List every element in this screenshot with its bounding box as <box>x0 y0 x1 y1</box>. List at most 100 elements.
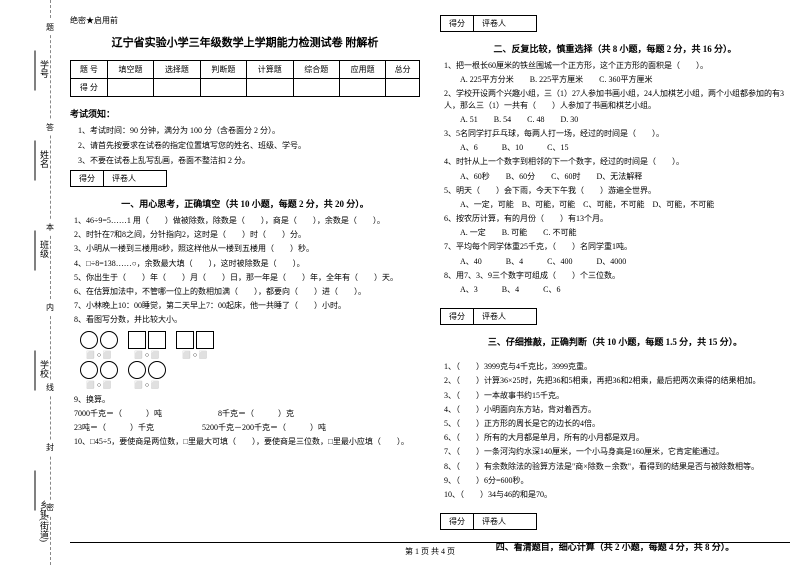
question-options: A、60秒 B、60分 C、60时 D、无法解释 <box>440 171 790 182</box>
grader-label: 评卷人 <box>474 16 536 31</box>
td <box>339 79 385 97</box>
th: 应用题 <box>339 61 385 79</box>
question: 9、换算。 <box>70 394 420 405</box>
th: 计算题 <box>247 61 293 79</box>
td <box>107 79 153 97</box>
question: 1、46÷9=5……1 用（ ）做被除数，除数是（ ），商是（ ），余数是（ ）… <box>70 215 420 226</box>
circle-icon <box>128 361 146 379</box>
th: 选择题 <box>154 61 200 79</box>
question: 3、5名同学打乒乓球，每两人打一场，经过的时间是（ ）。 <box>440 128 790 139</box>
bracket: ⬜ ○ ⬜ <box>134 351 159 359</box>
question: 5、你出生于（ ）年（ ）月（ ）日，那一年是（ ）年，全年有（ ）天。 <box>70 272 420 283</box>
section-header: 得分 评卷人 <box>440 308 537 325</box>
th: 题 号 <box>71 61 108 79</box>
td <box>293 79 339 97</box>
question: 6、（ ）所有的大月都是单月，所有的小月都是双月。 <box>440 432 790 443</box>
td <box>386 79 420 97</box>
td <box>247 79 293 97</box>
dash-label: 内 <box>46 300 54 315</box>
question: 8、看图写分数，并比较大小。 <box>70 314 420 325</box>
question: 3、（ ）一本故事书约15千克。 <box>440 390 790 401</box>
th: 判断题 <box>200 61 246 79</box>
question: 4、□÷8=138……○，余数最大填（ ），这时被除数是（ ）。 <box>70 258 420 269</box>
question: 10、□45÷5，要使商是两位数，□里最大可填（ ），要使商是三位数，□里最小应… <box>70 436 420 447</box>
square-icon <box>196 331 214 349</box>
binding-margin: 学号 姓名 班级 学校 乡镇(街道) <box>20 0 60 565</box>
score-label: 得分 <box>441 309 474 324</box>
td <box>154 79 200 97</box>
question: 2、学校开设两个兴趣小组，三（1）27人参加书画小组，24人加棋艺小组，两个小组… <box>440 88 790 110</box>
left-column: 绝密★启用前 辽宁省实验小学三年级数学上学期能力检测试卷 附解析 题 号 填空题… <box>70 15 420 558</box>
th: 综合题 <box>293 61 339 79</box>
blank-line <box>35 51 36 91</box>
score-table: 题 号 填空题 选择题 判断题 计算题 综合题 应用题 总分 得 分 <box>70 60 420 97</box>
question: 2、时针在7和8之间，分针指向2，这时是（ ）时（ ）分。 <box>70 229 420 240</box>
table-row: 得 分 <box>71 79 420 97</box>
question-options: A、3 B、4 C、6 <box>440 284 790 295</box>
question: 2、（ ）计算36×25时，先把36和5相乘，再把36和2相乘，最后把两次乘得的… <box>440 375 790 386</box>
question-options: A、一定，可能 B、可能，可能 C、可能，不可能 D、可能，不可能 <box>440 199 790 210</box>
question: 4、（ ）小明面向东方站，背对着西方。 <box>440 404 790 415</box>
td <box>200 79 246 97</box>
shape-group: ⬜ ○ ⬜ ⬜ ○ ⬜ <box>128 331 166 389</box>
question-options: A. 51 B. 54 C. 48 D. 30 <box>440 114 790 125</box>
question-sub: 23吨＝（ ）千克 5200千克－200千克＝（ ）吨 <box>70 422 420 433</box>
question: 6、在估算加法中，不管哪一位上的数相加满（ ），都要向（ ）进（ ）。 <box>70 286 420 297</box>
question: 5、（ ）正方形的周长是它的边长的4倍。 <box>440 418 790 429</box>
page-content: 绝密★启用前 辽宁省实验小学三年级数学上学期能力检测试卷 附解析 题 号 填空题… <box>70 15 790 558</box>
th: 总分 <box>386 61 420 79</box>
question-sub: 7000千克＝（ ）吨 8千克＝（ ）克 <box>70 408 420 419</box>
td: 得 分 <box>71 79 108 97</box>
score-label: 得分 <box>441 16 474 31</box>
grader-label: 评卷人 <box>104 171 166 186</box>
shape-group: ⬜ ○ ⬜ ⬜ ○ ⬜ <box>80 331 118 389</box>
question: 10、（ ）34与46的和是70。 <box>440 489 790 500</box>
secret-label: 绝密★启用前 <box>70 15 420 26</box>
question: 1、（ ）3999克与4千克比，3999克重。 <box>440 361 790 372</box>
right-column: 得分 评卷人 二、反复比较，慎重选择（共 8 小题，每题 2 分，共 16 分）… <box>440 15 790 558</box>
question: 7、平均每个同学体重25千克，（ ）名同学重1吨。 <box>440 241 790 252</box>
question: 8、（ ）有余数除法的验算方法是"商×除数－余数"，看得到的结果是否与被除数相等… <box>440 461 790 472</box>
square-icon <box>176 331 194 349</box>
circle-icon <box>80 361 98 379</box>
table-row: 题 号 填空题 选择题 判断题 计算题 综合题 应用题 总分 <box>71 61 420 79</box>
question-options: A、6 B、10 C、15 <box>440 142 790 153</box>
dash-label: 密 <box>46 500 54 515</box>
section3-title: 三、仔细推敲，正确判断（共 10 小题，每题 1.5 分，共 15 分）。 <box>440 335 790 348</box>
bracket: ⬜ ○ ⬜ <box>134 381 159 389</box>
fraction-shapes: ⬜ ○ ⬜ ⬜ ○ ⬜ ⬜ ○ ⬜ ⬜ ○ ⬜ ⬜ ○ ⬜ <box>70 331 420 389</box>
blank-line <box>35 141 36 181</box>
circle-icon <box>148 361 166 379</box>
section2-title: 二、反复比较，慎重选择（共 8 小题，每题 2 分，共 16 分）。 <box>440 42 790 55</box>
circle-icon <box>100 361 118 379</box>
grader-label: 评卷人 <box>474 514 536 529</box>
score-label: 得分 <box>441 514 474 529</box>
blank-line <box>35 231 36 271</box>
bracket: ⬜ ○ ⬜ <box>86 351 111 359</box>
section1-title: 一、用心思考，正确填空（共 10 小题，每题 2 分，共 20 分）。 <box>70 197 420 210</box>
question: 4、时针从上一个数字到相邻的下一个数字，经过的时间是（ ）。 <box>440 156 790 167</box>
shape-group: ⬜ ○ ⬜ <box>176 331 214 389</box>
dash-label: 答 <box>46 120 54 135</box>
square-icon <box>148 331 166 349</box>
question: 9、（ ）6分=600秒。 <box>440 475 790 486</box>
dash-label: 题 <box>46 20 54 35</box>
question-options: A. 一定 B. 可能 C. 不可能 <box>440 227 790 238</box>
circle-icon <box>80 331 98 349</box>
seal-line <box>50 0 51 565</box>
notice-item: 1、考试时间：90 分钟，满分为 100 分（含卷面分 2 分）。 <box>70 125 420 136</box>
dash-label: 线 <box>46 380 54 395</box>
dash-label: 封 <box>46 440 54 455</box>
question: 6、按农历计算，有的月份（ ）有13个月。 <box>440 213 790 224</box>
notice-item: 2、请首先按要求在试卷的指定位置填写您的姓名、班级、学号。 <box>70 140 420 151</box>
bracket: ⬜ ○ ⬜ <box>86 381 111 389</box>
score-label: 得分 <box>71 171 104 186</box>
question: 3、小明从一楼到三楼用8秒，照这样他从一楼到五楼用（ ）秒。 <box>70 243 420 254</box>
section-header: 得分 评卷人 <box>70 170 167 187</box>
dash-label: 本 <box>46 220 54 235</box>
page-footer: 第 1 页 共 4 页 <box>70 542 790 557</box>
blank-line <box>35 351 36 391</box>
circle-icon <box>100 331 118 349</box>
square-icon <box>128 331 146 349</box>
section-header: 得分 评卷人 <box>440 15 537 32</box>
